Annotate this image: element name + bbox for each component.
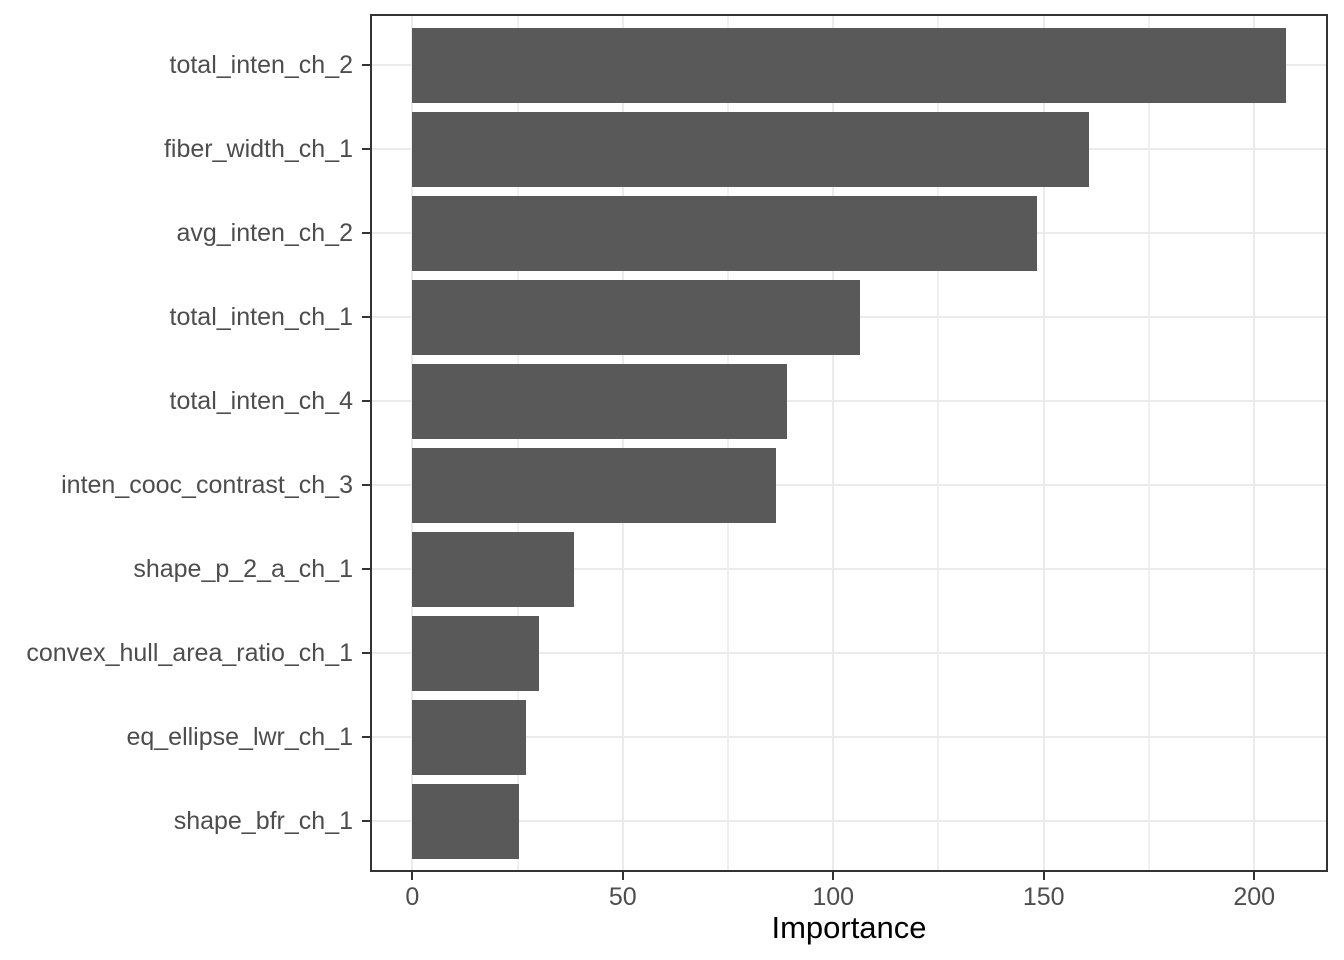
x-tick bbox=[832, 872, 835, 880]
category-gridline bbox=[372, 652, 1326, 655]
category-gridline bbox=[372, 820, 1326, 823]
y-tick-label: total_inten_ch_1 bbox=[169, 303, 353, 332]
y-tick-label: convex_hull_area_ratio_ch_1 bbox=[26, 639, 353, 668]
grid-minor-line bbox=[937, 16, 940, 870]
x-tick-label: 50 bbox=[608, 883, 637, 911]
y-tick-label: eq_ellipse_lwr_ch_1 bbox=[126, 723, 353, 752]
grid-minor-line bbox=[727, 16, 729, 870]
x-tick bbox=[411, 872, 414, 880]
grid-major-line bbox=[411, 16, 414, 870]
y-tick-label: fiber_width_ch_1 bbox=[163, 135, 353, 164]
grid-major-line bbox=[1042, 16, 1045, 870]
x-tick-label: 0 bbox=[405, 883, 420, 911]
grid-minor-line bbox=[516, 16, 519, 870]
bar bbox=[412, 279, 861, 356]
y-tick bbox=[362, 652, 370, 655]
y-tick-label: total_inten_ch_2 bbox=[169, 51, 353, 80]
bar bbox=[412, 447, 776, 524]
y-tick-label: shape_p_2_a_ch_1 bbox=[133, 555, 353, 584]
plot-panel bbox=[370, 14, 1328, 872]
x-axis-title: Importance bbox=[771, 910, 927, 945]
bar bbox=[412, 783, 519, 860]
grid-major-line bbox=[621, 16, 624, 870]
y-tick bbox=[362, 316, 370, 319]
y-tick bbox=[362, 148, 370, 151]
bar bbox=[412, 699, 527, 776]
grid-major-line bbox=[832, 16, 835, 870]
grid-major-line bbox=[1253, 16, 1256, 870]
y-tick bbox=[362, 400, 370, 403]
category-gridline bbox=[372, 400, 1326, 403]
y-tick-label: total_inten_ch_4 bbox=[169, 387, 353, 416]
y-tick bbox=[362, 568, 370, 571]
bar bbox=[412, 363, 787, 440]
y-tick bbox=[362, 820, 370, 823]
category-gridline bbox=[372, 484, 1326, 487]
bar bbox=[412, 27, 1287, 104]
y-tick-label: avg_inten_ch_2 bbox=[176, 219, 353, 248]
y-tick bbox=[362, 64, 370, 67]
x-tick bbox=[1042, 872, 1045, 880]
y-tick bbox=[362, 484, 370, 487]
bar bbox=[412, 195, 1037, 272]
x-tick-label: 200 bbox=[1233, 883, 1276, 911]
bar bbox=[412, 111, 1090, 188]
x-tick-label: 100 bbox=[812, 883, 855, 911]
category-gridline bbox=[372, 568, 1326, 571]
y-tick-label: inten_cooc_contrast_ch_3 bbox=[61, 471, 353, 500]
x-tick bbox=[1253, 872, 1256, 880]
bar bbox=[412, 615, 539, 692]
grid-minor-line bbox=[1147, 16, 1150, 870]
category-gridline bbox=[372, 736, 1326, 739]
x-tick-label: 150 bbox=[1022, 883, 1065, 911]
bar bbox=[412, 531, 574, 608]
y-tick-label: shape_bfr_ch_1 bbox=[173, 807, 353, 836]
y-tick bbox=[362, 232, 370, 235]
y-tick bbox=[362, 736, 370, 739]
x-tick bbox=[621, 872, 624, 880]
